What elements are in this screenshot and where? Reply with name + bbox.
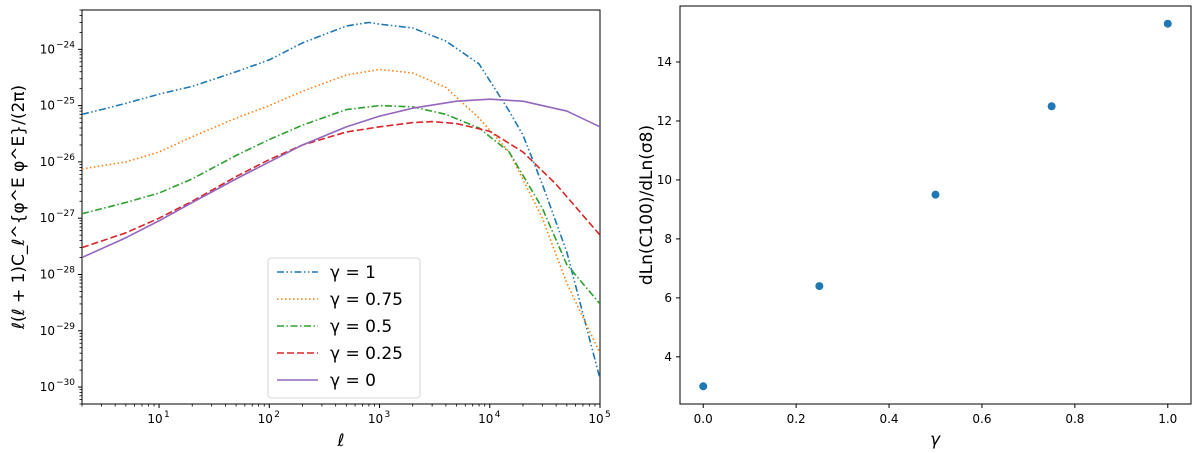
right-x-tick-label: 1.0 <box>1158 412 1177 426</box>
left-plot-frame <box>81 9 601 405</box>
scatter-point-0 <box>699 382 708 391</box>
right-y-tick-label: 10 <box>657 173 672 187</box>
right-y-tick-label: 4 <box>664 350 672 364</box>
left-x-tick-label: 10 <box>368 412 383 426</box>
left-y-tick-exponent: −25 <box>56 97 75 107</box>
legend-label-3: γ = 0.25 <box>330 344 403 364</box>
left-x-tick-exponent: 4 <box>495 410 501 420</box>
right-x-tick-label: 0.4 <box>879 412 898 426</box>
series-line-0 <box>82 21 600 380</box>
left-x-tick-label: 10 <box>258 412 273 426</box>
left-x-tick-exponent: 3 <box>385 410 391 420</box>
legend-label-2: γ = 0.5 <box>330 317 392 337</box>
legend-label-1: γ = 0.75 <box>330 290 403 310</box>
right-axis-ticks: 0.0 0.2 0.4 0.6 0.8 1.0 4 6 8 10 12 14 <box>657 55 1178 426</box>
left-y-tick-label: 10 <box>40 267 55 281</box>
series-line-2 <box>82 104 600 305</box>
left-y-tick-exponent: −29 <box>56 322 75 332</box>
right-y-tick-label: 6 <box>664 291 672 305</box>
right-scatter-points <box>699 19 1172 391</box>
right-y-tick-label: 14 <box>657 55 672 69</box>
right-x-tick-label: 0.8 <box>1065 412 1084 426</box>
right-x-tick-label: 0.6 <box>972 412 991 426</box>
right-x-axis-label: γ <box>930 430 941 450</box>
series-line-4 <box>82 98 600 259</box>
left-y-tick-label: 10 <box>40 380 55 394</box>
left-y-tick-label: 10 <box>40 42 55 56</box>
right-y-tick-label: 12 <box>657 114 672 128</box>
right-y-tick-label: 8 <box>664 232 672 246</box>
left-y-tick-label: 10 <box>40 211 55 225</box>
left-series-group <box>82 21 600 380</box>
left-x-axis-label: ℓ <box>336 431 344 451</box>
right-y-axis-label: dLn(C100)/dLn(σ8) <box>637 125 657 285</box>
left-x-tick-exponent: 1 <box>164 410 170 420</box>
left-y-tick-exponent: −27 <box>56 209 75 219</box>
left-x-tick-label: 10 <box>478 412 493 426</box>
left-y-tick-exponent: −26 <box>56 153 75 163</box>
left-legend: γ = 1 γ = 0.75 γ = 0.5 γ = 0.25 γ = 0 <box>267 257 421 399</box>
legend-label-0: γ = 1 <box>330 263 376 283</box>
series-line-3 <box>82 120 600 249</box>
left-x-tick-exponent: 5 <box>605 410 611 420</box>
legend-label-4: γ = 0 <box>330 371 376 391</box>
scatter-point-3 <box>1047 102 1056 111</box>
left-x-tick-label: 10 <box>147 412 162 426</box>
scatter-point-2 <box>931 190 940 199</box>
left-y-tick-exponent: −24 <box>56 40 75 50</box>
right-chart: 0.0 0.2 0.4 0.6 0.8 1.0 4 6 8 10 12 14 γ dLn(C100)/… <box>637 5 1192 450</box>
left-x-tick-label: 10 <box>588 412 603 426</box>
right-x-tick-label: 0.2 <box>787 412 806 426</box>
left-y-tick-exponent: −30 <box>56 378 75 388</box>
left-y-tick-exponent: −28 <box>56 265 75 275</box>
scatter-point-4 <box>1163 19 1172 28</box>
series-line-1 <box>82 68 600 354</box>
right-plot-frame <box>679 5 1192 405</box>
left-y-tick-label: 10 <box>40 99 55 113</box>
left-y-tick-label: 10 <box>40 155 55 169</box>
legend-box <box>267 257 421 399</box>
left-x-tick-exponent: 2 <box>274 410 280 420</box>
left-y-tick-label: 10 <box>40 324 55 338</box>
left-y-axis-label: ℓ(ℓ + 1)C_ℓ^{φ^E φ^E}/(2π) <box>9 85 29 330</box>
right-x-tick-label: 0.0 <box>694 412 713 426</box>
scatter-point-1 <box>815 282 824 291</box>
